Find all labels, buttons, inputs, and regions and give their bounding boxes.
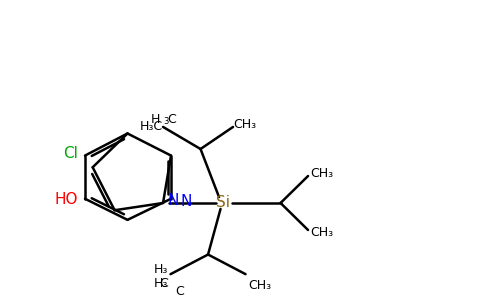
Text: 3: 3 [164, 117, 169, 126]
Text: H: H [151, 113, 161, 126]
Text: N: N [180, 194, 191, 209]
Text: H₃: H₃ [153, 263, 168, 276]
Text: C: C [159, 278, 168, 290]
Text: Cl: Cl [62, 146, 77, 160]
Text: H₃C: H₃C [140, 120, 163, 134]
Text: CH₃: CH₃ [311, 226, 333, 239]
Text: C: C [175, 285, 184, 298]
Text: H₃: H₃ [153, 277, 168, 290]
Text: HO: HO [54, 192, 77, 207]
Text: CH₃: CH₃ [248, 279, 271, 292]
Text: N: N [167, 193, 179, 208]
Text: C: C [167, 113, 176, 126]
Text: CH₃: CH₃ [311, 167, 333, 180]
Text: CH₃: CH₃ [233, 118, 256, 131]
Text: Si: Si [216, 196, 230, 211]
